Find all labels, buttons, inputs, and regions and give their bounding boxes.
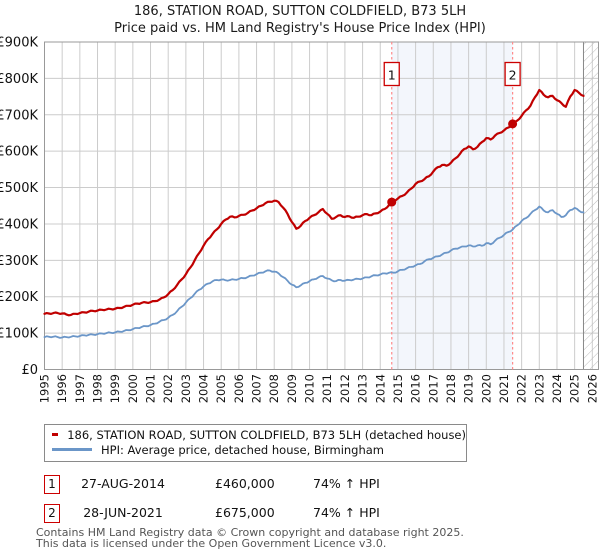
x-axis-tick-label: 1995 xyxy=(38,374,52,403)
sale-number-box-2 xyxy=(504,61,521,87)
x-axis-tick-label: 2023 xyxy=(532,374,546,403)
x-axis-tick-label: 2013 xyxy=(356,374,370,403)
x-axis-tick-label: 2026 xyxy=(585,374,599,403)
y-axis-tick-label: £200K xyxy=(0,290,38,305)
transaction-row-1: 1 27-AUG-2014 £460,000 74% ↑ HPI xyxy=(0,475,600,495)
y-axis-tick-label: £0 xyxy=(21,363,38,378)
property-series-line xyxy=(43,88,585,317)
y-axis-tick-label: £100K xyxy=(0,327,38,342)
transaction-1-price: £460,000 xyxy=(215,476,275,491)
x-axis-tick-label: 2015 xyxy=(391,374,405,403)
x-axis-tick-label: 2017 xyxy=(426,374,440,403)
transaction-1-date: 27-AUG-2014 xyxy=(81,476,165,491)
future-hatch-band xyxy=(583,42,599,370)
x-axis-tick-label: 2008 xyxy=(267,374,281,403)
x-axis-tick-label: 2016 xyxy=(409,374,423,403)
x-axis-tick-label: 2010 xyxy=(303,374,317,403)
x-axis-tick-label: 2004 xyxy=(197,374,211,403)
footer-line-2: This data is licensed under the Open Gov… xyxy=(36,536,387,550)
between-sales-band xyxy=(391,42,513,370)
sale-number-label-2: 2 xyxy=(509,68,517,83)
x-axis-tick-label: 2012 xyxy=(338,374,352,403)
x-axis-tick-label: 1996 xyxy=(55,374,69,403)
x-axis-tick-label: 1998 xyxy=(91,374,105,403)
sale-number-label-1: 1 xyxy=(388,68,396,83)
x-axis-tick-label: 2006 xyxy=(232,374,246,403)
x-axis-tick-label: 2009 xyxy=(285,374,299,403)
page-title: 186, STATION ROAD, SUTTON COLDFIELD, B73… xyxy=(133,4,467,19)
transaction-1-marker: 1 xyxy=(44,475,60,494)
transaction-1-hpi-change: 74% ↑ HPI xyxy=(313,476,380,491)
x-axis-tick-label: 2002 xyxy=(161,374,175,403)
legend-label-hpi: HPI: Average price, detached house, Birm… xyxy=(101,442,385,457)
x-axis-tick-label: 1999 xyxy=(108,374,122,403)
transaction-row-2: 2 28-JUN-2021 £675,000 74% ↑ HPI xyxy=(0,504,600,524)
copyright-footer: Contains HM Land Registry data © Crown c… xyxy=(36,526,464,550)
x-axis-tick-label: 2000 xyxy=(126,374,140,403)
y-axis-tick-label: £300K xyxy=(0,254,38,269)
y-axis-tick-label: £600K xyxy=(0,145,38,160)
hpi-series-line xyxy=(43,205,585,339)
y-axis-tick-label: £500K xyxy=(0,181,38,196)
x-axis-tick-label: 2001 xyxy=(144,374,158,403)
sale-number-box-1 xyxy=(383,61,400,87)
property-line-swatch xyxy=(52,433,59,436)
x-axis-tick-label: 2021 xyxy=(497,374,511,403)
legend-item-hpi: HPI: Average price, detached house, Birm… xyxy=(45,442,466,457)
x-axis-tick-label: 2007 xyxy=(250,374,264,403)
sale-point-2 xyxy=(508,119,518,129)
hpi-line-swatch xyxy=(52,448,92,451)
x-axis-tick-label: 2025 xyxy=(568,374,582,403)
y-axis-tick-label: £900K xyxy=(0,36,38,51)
transaction-2-date: 28-JUN-2021 xyxy=(83,505,163,520)
y-axis-tick-label: £400K xyxy=(0,217,38,232)
x-axis-tick-label: 2024 xyxy=(550,374,564,403)
sale-point-1 xyxy=(387,197,397,207)
transaction-2-marker: 2 xyxy=(44,504,60,523)
legend-item-property: 186, STATION ROAD, SUTTON COLDFIELD, B73… xyxy=(45,427,466,442)
price-history-chart: 1 2 £0 £100K £200K £300K £400K £500K £600K £700K £… xyxy=(0,36,599,404)
x-axis-tick-label: 1997 xyxy=(73,374,87,403)
x-axis-tick-label: 2022 xyxy=(515,374,529,403)
x-axis-tick-label: 2005 xyxy=(214,374,228,403)
page-subtitle: Price paid vs. HM Land Registry's House … xyxy=(114,21,486,36)
x-axis-tick-label: 2020 xyxy=(479,374,493,403)
x-axis-tick-label: 2019 xyxy=(462,374,476,403)
transaction-2-price: £675,000 xyxy=(215,505,275,520)
chart-legend: 186, STATION ROAD, SUTTON COLDFIELD, B73… xyxy=(44,424,467,462)
legend-label-property: 186, STATION ROAD, SUTTON COLDFIELD, B73… xyxy=(67,427,466,442)
x-axis-tick-label: 2003 xyxy=(179,374,193,403)
transaction-2-hpi-change: 74% ↑ HPI xyxy=(313,505,380,520)
x-axis-tick-label: 2014 xyxy=(373,374,387,403)
footer-line-1: Contains HM Land Registry data © Crown c… xyxy=(36,526,464,539)
y-axis-tick-label: £700K xyxy=(0,108,38,123)
y-axis-tick-label: £800K xyxy=(0,72,38,87)
x-axis-tick-label: 2018 xyxy=(444,374,458,403)
x-axis-tick-label: 2011 xyxy=(320,374,334,403)
plot-frame xyxy=(44,41,599,370)
